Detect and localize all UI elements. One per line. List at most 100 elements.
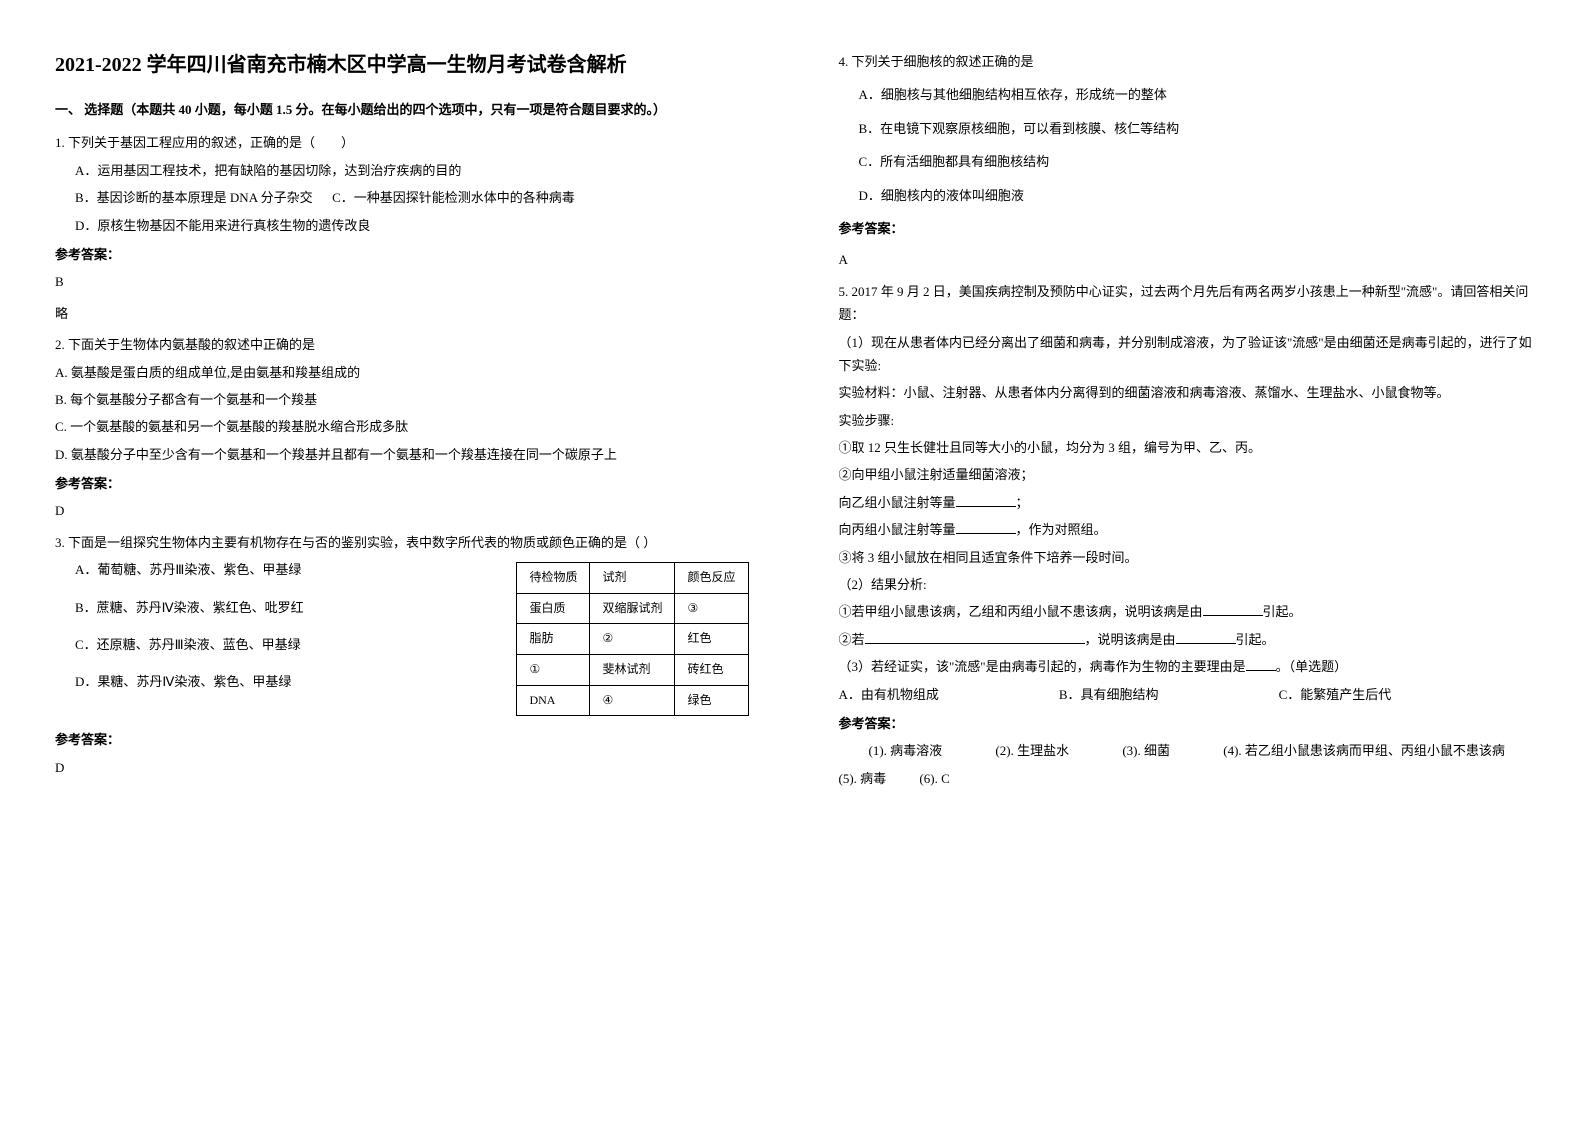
q2-stem: 2. 下面关于生物体内氨基酸的叙述中正确的是: [55, 333, 749, 356]
left-column: 2021-2022 学年四川省南充市楠木区中学高一生物月考试卷含解析 一、 选择…: [0, 0, 794, 1122]
q5-step4: 向丙组小鼠注射等量 ，作为对照组。: [839, 518, 1533, 541]
q5-step1: ①取 12 只生长健壮且同等大小的小鼠，均分为 3 组，编号为甲、乙、丙。: [839, 436, 1533, 459]
q1-option-b: B．基因诊断的基本原理是 DNA 分子杂交: [75, 190, 313, 205]
blank: [865, 631, 1085, 644]
q1-option-d: D．原核生物基因不能用来进行真核生物的遗传改良: [55, 214, 749, 237]
blank: [1176, 631, 1236, 644]
q4-option-d: D．细胞核内的液体叫细胞液: [839, 184, 1533, 207]
table-cell: 脂肪: [517, 624, 590, 655]
table-cell: ②: [590, 624, 675, 655]
q4-stem: 4. 下列关于细胞核的叙述正确的是: [839, 50, 1533, 73]
q5-s3b: ；: [1016, 495, 1029, 510]
table-row: 蛋白质 双缩脲试剂 ③: [517, 593, 748, 624]
q4-option-a: A．细胞核与其他细胞结构相互依存，形成统一的整体: [839, 83, 1533, 106]
blank: [956, 494, 1016, 507]
q3-option-b: B．蔗糖、苏丹Ⅳ染液、紫红色、吡罗红: [55, 596, 486, 619]
q1-option-a: A．运用基因工程技术，把有缺陷的基因切除，达到治疗疾病的目的: [55, 159, 749, 182]
q5-r2b: ，说明该病是由: [1085, 632, 1176, 647]
q4-option-b: B．在电镜下观察原核细胞，可以看到核膜、核仁等结构: [839, 117, 1533, 140]
q5-p5: （3）若经证实，该"流感"是由病毒引起的，病毒作为生物的主要理由是。（单选题）: [839, 655, 1533, 678]
q5-option-c: C．能繁殖产生后代: [1279, 683, 1392, 706]
table-cell: ③: [675, 593, 748, 624]
q5-p3: 实验步骤:: [839, 409, 1533, 432]
blank: [1246, 658, 1276, 671]
q5-s4a: 向丙组小鼠注射等量: [839, 522, 956, 537]
q5-a5: (5). 病毒: [839, 767, 887, 790]
q2-option-a: A. 氨基酸是蛋白质的组成单位,是由氨基和羧基组成的: [55, 361, 749, 384]
table-cell: 斐林试剂: [590, 655, 675, 686]
q5-r2c: 引起。: [1236, 632, 1275, 647]
question-2: 2. 下面关于生物体内氨基酸的叙述中正确的是 A. 氨基酸是蛋白质的组成单位,是…: [55, 333, 749, 523]
table-row: ① 斐林试剂 砖红色: [517, 655, 748, 686]
q2-option-d: D. 氨基酸分子中至少含有一个氨基和一个羧基并且都有一个氨基和一个羧基连接在同一…: [55, 443, 749, 466]
right-column: 4. 下列关于细胞核的叙述正确的是 A．细胞核与其他细胞结构相互依存，形成统一的…: [794, 0, 1587, 1122]
q2-option-c: C. 一个氨基酸的氨基和另一个氨基酸的羧基脱水缩合形成多肽: [55, 415, 749, 438]
q5-answers-line1: (1). 病毒溶液 (2). 生理盐水 (3). 细菌 (4). 若乙组小鼠患该…: [839, 739, 1533, 762]
q5-r1a: ①若甲组小鼠患该病，乙组和丙组小鼠不患该病，说明该病是由: [839, 604, 1203, 619]
question-4: 4. 下列关于细胞核的叙述正确的是 A．细胞核与其他细胞结构相互依存，形成统一的…: [839, 50, 1533, 272]
q5-a6: (6). C: [919, 767, 949, 790]
table-cell: 砖红色: [675, 655, 748, 686]
table-cell: 双缩脲试剂: [590, 593, 675, 624]
q5-step3: 向乙组小鼠注射等量 ；: [839, 491, 1533, 514]
section-heading: 一、 选择题（本题共 40 小题，每小题 1.5 分。在每小题给出的四个选项中，…: [55, 98, 749, 121]
q5-option-b: B．具有细胞结构: [1059, 683, 1159, 706]
q5-step5: ③将 3 组小鼠放在相同且适宜条件下培养一段时间。: [839, 546, 1533, 569]
q5-stem: 5. 2017 年 9 月 2 日，美国疾病控制及预防中心证实，过去两个月先后有…: [839, 280, 1533, 327]
q1-option-bc: B．基因诊断的基本原理是 DNA 分子杂交 C．一种基因探针能检测水体中的各种病…: [55, 186, 749, 209]
q5-options: A．由有机物组成 B．具有细胞结构 C．能繁殖产生后代: [839, 683, 1533, 706]
q1-note: 略: [55, 302, 749, 325]
q4-option-c: C．所有活细胞都具有细胞核结构: [839, 150, 1533, 173]
q5-s3a: 向乙组小鼠注射等量: [839, 495, 956, 510]
q3-option-c: C．还原糖、苏丹Ⅲ染液、蓝色、甲基绿: [55, 633, 486, 656]
table-cell: 蛋白质: [517, 593, 590, 624]
q5-a2: (2). 生理盐水: [995, 739, 1069, 762]
table-cell: DNA: [517, 685, 590, 716]
q1-answer: B: [55, 270, 749, 293]
q2-answer: D: [55, 499, 749, 522]
question-5: 5. 2017 年 9 月 2 日，美国疾病控制及预防中心证实，过去两个月先后有…: [839, 280, 1533, 790]
table-cell: 红色: [675, 624, 748, 655]
table-cell: 待检物质: [517, 563, 590, 594]
table-cell: ①: [517, 655, 590, 686]
q5-p5b: 。（单选题）: [1276, 659, 1348, 674]
q3-table: 待检物质 试剂 颜色反应 蛋白质 双缩脲试剂 ③ 脂肪 ② 红色 ① 斐林试剂: [516, 562, 748, 716]
q5-a4: (4). 若乙组小鼠患该病而甲组、丙组小鼠不患该病: [1223, 743, 1505, 758]
q5-option-a: A．由有机物组成: [839, 683, 939, 706]
q5-s4b: ，作为对照组。: [1016, 522, 1107, 537]
q5-a3: (3). 细菌: [1122, 739, 1170, 762]
answer-label: 参考答案：: [839, 217, 1533, 240]
q5-r1b: 引起。: [1263, 604, 1302, 619]
q2-option-b: B. 每个氨基酸分子都含有一个氨基和一个羧基: [55, 388, 749, 411]
blank: [956, 521, 1016, 534]
q3-stem: 3. 下面是一组探究生物体内主要有机物存在与否的鉴别实验，表中数字所代表的物质或…: [55, 531, 749, 554]
q5-result1: ①若甲组小鼠患该病，乙组和丙组小鼠不患该病，说明该病是由 引起。: [839, 600, 1533, 623]
q3-answer: D: [55, 756, 749, 779]
q5-p2: 实验材料：小鼠、注射器、从患者体内分离得到的细菌溶液和病毒溶液、蒸馏水、生理盐水…: [839, 381, 1533, 404]
q1-stem: 1. 下列关于基因工程应用的叙述，正确的是（ ）: [55, 131, 749, 154]
q5-p1: （1）现在从患者体内已经分离出了细菌和病毒，并分别制成溶液，为了验证该"流感"是…: [839, 331, 1533, 378]
table-row: DNA ④ 绿色: [517, 685, 748, 716]
q5-result2: ②若 ，说明该病是由 引起。: [839, 628, 1533, 651]
answer-label: 参考答案：: [839, 712, 1533, 735]
q3-option-d: D．果糖、苏丹Ⅳ染液、紫色、甲基绿: [55, 670, 486, 693]
q4-answer: A: [839, 248, 1533, 271]
question-3: 3. 下面是一组探究生物体内主要有机物存在与否的鉴别实验，表中数字所代表的物质或…: [55, 531, 749, 779]
exam-title: 2021-2022 学年四川省南充市楠木区中学高一生物月考试卷含解析: [55, 50, 749, 80]
answer-label: 参考答案：: [55, 243, 749, 266]
q1-option-c: C．一种基因探针能检测水体中的各种病毒: [332, 190, 575, 205]
question-1: 1. 下列关于基因工程应用的叙述，正确的是（ ） A．运用基因工程技术，把有缺陷…: [55, 131, 749, 325]
table-cell: 颜色反应: [675, 563, 748, 594]
table-row: 脂肪 ② 红色: [517, 624, 748, 655]
q3-option-a: A．葡萄糖、苏丹Ⅲ染液、紫色、甲基绿: [55, 558, 486, 581]
answer-label: 参考答案：: [55, 728, 749, 751]
q5-r2a: ②若: [839, 632, 865, 647]
q5-a1: (1). 病毒溶液: [869, 739, 943, 762]
q3-options: A．葡萄糖、苏丹Ⅲ染液、紫色、甲基绿 B．蔗糖、苏丹Ⅳ染液、紫红色、吡罗红 C．…: [55, 558, 486, 698]
answer-label: 参考答案：: [55, 472, 749, 495]
table-cell: 绿色: [675, 685, 748, 716]
q5-answers-line2: (5). 病毒 (6). C: [839, 767, 1533, 790]
blank: [1203, 603, 1263, 616]
q5-step2: ②向甲组小鼠注射适量细菌溶液；: [839, 463, 1533, 486]
table-cell: ④: [590, 685, 675, 716]
